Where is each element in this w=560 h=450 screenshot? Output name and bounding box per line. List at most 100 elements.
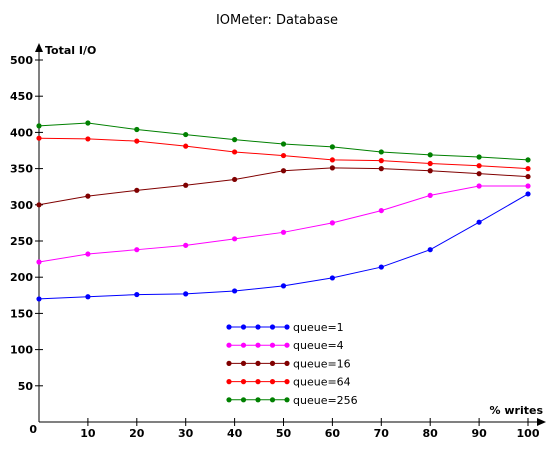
legend-swatch-marker	[226, 342, 232, 348]
data-point	[378, 166, 384, 172]
origin-label: 0	[29, 423, 37, 436]
series-line	[38, 193, 529, 300]
data-point	[280, 141, 287, 147]
legend-swatch-marker	[269, 342, 276, 348]
series-layer	[36, 120, 531, 302]
y-tick-label: 300	[10, 199, 33, 212]
data-point	[525, 157, 531, 163]
x-tick-label: 90	[471, 427, 487, 440]
legend-swatch-marker	[240, 379, 247, 385]
data-point	[183, 242, 189, 248]
legend-swatch-marker	[226, 379, 232, 385]
x-axis-label: % writes	[490, 404, 544, 417]
data-point	[85, 294, 91, 300]
x-tick-label: 30	[178, 427, 194, 440]
legend-swatch-marker	[255, 379, 261, 385]
legend-swatch-marker	[269, 397, 276, 403]
y-tick-label: 50	[18, 380, 34, 393]
y-tick-label: 150	[10, 307, 33, 320]
legend-label: queue=256	[293, 394, 358, 407]
y-tick-label: 500	[10, 54, 33, 67]
data-point	[85, 251, 91, 257]
series-queue=64	[36, 135, 531, 172]
series-queue=1	[36, 191, 531, 302]
data-point	[36, 259, 42, 265]
data-point	[476, 154, 482, 160]
data-point	[134, 138, 140, 144]
legend-label: queue=64	[293, 376, 351, 389]
legend-swatch-marker	[255, 324, 261, 330]
legend-swatch-marker	[255, 397, 261, 403]
legend-swatch-marker	[255, 360, 261, 366]
data-point	[476, 183, 482, 189]
legend-swatch-marker	[255, 342, 261, 348]
data-point	[183, 143, 189, 149]
legend-swatch-marker	[240, 397, 247, 403]
y-tick-label: 400	[10, 126, 33, 139]
legend-label: queue=4	[293, 339, 344, 352]
data-point	[280, 152, 287, 159]
data-point	[280, 168, 287, 174]
series-queue=256	[36, 120, 531, 163]
legend-swatch-marker	[240, 324, 247, 330]
data-point	[476, 219, 482, 225]
data-point	[36, 202, 42, 208]
legend-swatch-marker	[284, 379, 290, 385]
data-point	[427, 168, 433, 174]
y-tick-label: 350	[10, 163, 33, 176]
series-line	[38, 185, 528, 263]
y-tick-label: 250	[10, 235, 33, 248]
data-point	[36, 296, 42, 302]
data-point	[427, 152, 433, 158]
data-point	[36, 135, 42, 141]
legend-swatch-marker	[226, 397, 232, 403]
x-axis: % writes	[39, 404, 546, 426]
legend-swatch-marker	[284, 360, 290, 366]
legend-item: queue=4	[226, 339, 344, 352]
x-tick-label: 80	[423, 427, 439, 440]
data-point	[232, 288, 238, 294]
data-point	[427, 192, 433, 198]
y-ticks: 0 50 100 150 200 250 300 350 400 450 500	[10, 54, 43, 436]
data-point	[183, 182, 189, 188]
data-point	[134, 126, 140, 133]
legend-swatch-marker	[284, 342, 290, 348]
series-queue=4	[36, 183, 531, 265]
chart-title: IOMeter: Database	[216, 13, 338, 28]
x-tick-label: 40	[227, 427, 243, 440]
data-point	[183, 291, 189, 297]
x-tick-label: 50	[276, 427, 292, 440]
y-tick-label: 450	[10, 90, 33, 103]
legend-item: queue=16	[226, 357, 351, 370]
x-tick-label: 70	[374, 427, 390, 440]
legend-swatch-marker	[240, 342, 247, 348]
x-tick-label: 10	[80, 427, 96, 440]
data-point	[427, 247, 433, 253]
data-point	[232, 137, 238, 143]
legend-swatch-marker	[284, 397, 290, 403]
data-point	[329, 275, 335, 281]
legend: queue=1 queue=4 queue=16 queue=64 queue=256	[226, 321, 358, 407]
legend-swatch-marker	[226, 324, 232, 330]
data-point	[378, 264, 384, 270]
data-point	[329, 144, 335, 150]
legend-label: queue=1	[293, 321, 344, 334]
data-point	[427, 160, 433, 167]
legend-item: queue=1	[226, 321, 344, 334]
y-tick-label: 200	[10, 271, 33, 284]
data-point	[183, 131, 189, 138]
data-point	[329, 157, 335, 163]
x-tick-label: 20	[129, 427, 145, 440]
x-tick-label: 60	[325, 427, 341, 440]
y-tick-label: 100	[10, 344, 33, 357]
series-queue=16	[36, 165, 531, 208]
legend-swatch-marker	[240, 360, 247, 366]
data-point	[378, 149, 384, 155]
x-tick-label: 100	[517, 427, 540, 440]
data-point	[232, 149, 238, 155]
data-point	[476, 163, 482, 169]
legend-swatch-marker	[269, 379, 276, 385]
data-point	[525, 191, 531, 197]
data-point	[329, 220, 335, 226]
